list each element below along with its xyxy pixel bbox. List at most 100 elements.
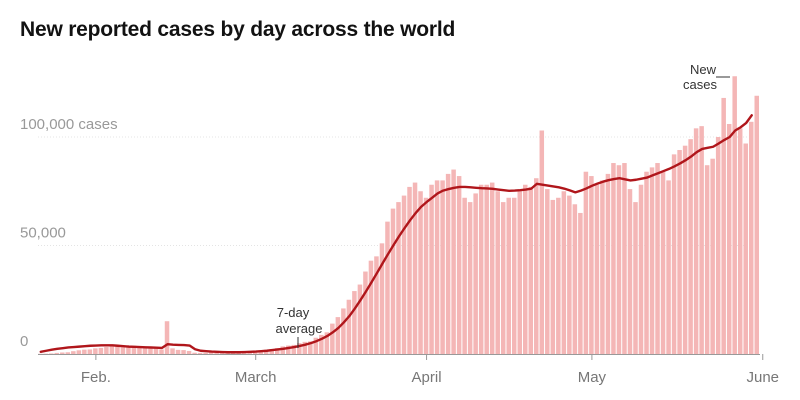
- case-bar: [572, 204, 578, 354]
- case-bar: [49, 353, 54, 354]
- case-bar: [396, 202, 401, 354]
- case-bar: [671, 154, 677, 354]
- case-bar: [208, 352, 214, 354]
- case-bar: [423, 197, 429, 354]
- case-bar: [600, 180, 605, 354]
- case-bar: [567, 195, 572, 354]
- case-bar: [412, 182, 418, 354]
- case-bar: [578, 212, 583, 354]
- case-bar: [655, 163, 660, 354]
- case-bar: [638, 184, 644, 354]
- case-bar: [605, 173, 611, 354]
- case-bar: [82, 349, 87, 354]
- case-bar: [434, 180, 440, 354]
- case-bar: [159, 349, 164, 354]
- seven-day-average-line: [39, 114, 753, 354]
- x-tick-label: June: [746, 369, 779, 386]
- case-bar: [688, 139, 693, 354]
- case-bar: [726, 123, 732, 354]
- x-tick-label: March: [235, 369, 277, 386]
- case-bar: [120, 347, 126, 354]
- case-bar: [192, 352, 197, 354]
- case-bar: [489, 182, 495, 354]
- case-bar: [330, 323, 335, 354]
- case-bar: [335, 317, 341, 354]
- case-bar: [137, 346, 142, 354]
- case-bar: [115, 345, 120, 354]
- case-bar: [186, 350, 192, 354]
- case-bar: [269, 349, 274, 354]
- average-label: average: [276, 321, 323, 336]
- case-bar: [87, 349, 93, 354]
- case-bar: [297, 343, 302, 354]
- case-bar: [274, 348, 280, 354]
- case-bar: [153, 348, 159, 354]
- case-bar: [583, 171, 589, 354]
- case-bar: [225, 353, 230, 354]
- case-bar: [445, 173, 451, 354]
- case-bar: [374, 256, 379, 354]
- case-bar: [660, 171, 666, 354]
- case-bar: [219, 352, 225, 354]
- case-bar: [649, 167, 655, 354]
- case-bar: [467, 202, 473, 354]
- case-bar: [280, 346, 286, 354]
- case-bar: [523, 184, 528, 354]
- case-bar: [170, 348, 175, 354]
- case-bar: [357, 284, 363, 354]
- case-bar: [93, 348, 98, 354]
- case-bar: [627, 189, 633, 354]
- case-bar: [484, 184, 489, 354]
- case-bar: [528, 186, 534, 354]
- case-bar: [175, 349, 181, 354]
- case-bar: [511, 197, 517, 354]
- case-bar: [390, 208, 396, 354]
- case-bar: [677, 150, 682, 354]
- case-bar: [732, 76, 737, 355]
- case-bar: [478, 184, 484, 354]
- case-bar: [104, 347, 109, 354]
- x-tick-label: May: [578, 369, 607, 386]
- case-bar: [302, 341, 308, 354]
- case-bar: [429, 184, 434, 354]
- case-bar: [418, 191, 423, 354]
- case-bar: [60, 352, 65, 354]
- case-bar: [715, 137, 721, 354]
- chart-title: New reported cases by day across the wor…: [20, 18, 456, 41]
- daily-case-bars: [38, 76, 759, 355]
- case-bar: [385, 221, 390, 354]
- case-bar: [754, 95, 759, 355]
- case-bar: [352, 291, 357, 354]
- case-bar: [197, 352, 203, 354]
- case-bar: [291, 344, 297, 354]
- case-bar: [440, 180, 445, 354]
- case-bar: [666, 180, 671, 354]
- case-bar: [54, 352, 60, 354]
- case-bar: [473, 193, 478, 354]
- case-bar: [545, 189, 550, 354]
- y-tick-label: 100,000 cases: [20, 116, 118, 133]
- case-bar: [131, 345, 137, 354]
- case-bar: [214, 352, 219, 354]
- case-bar: [743, 143, 748, 354]
- x-axis: Feb. March April May June: [38, 354, 779, 386]
- case-bar: [517, 191, 523, 354]
- case-bar: [341, 308, 346, 354]
- case-bar: [98, 347, 104, 354]
- case-bar: [203, 352, 208, 354]
- new-cases-label: cases: [683, 77, 717, 92]
- case-bar: [721, 97, 726, 354]
- y-tick-label: 0: [20, 333, 28, 350]
- case-bar: [506, 197, 511, 354]
- case-bar: [451, 169, 456, 354]
- case-bar: [324, 332, 330, 354]
- x-tick-label: April: [412, 369, 442, 386]
- case-bar: [699, 126, 704, 355]
- case-bar: [319, 334, 324, 354]
- case-bar: [363, 271, 368, 354]
- x-tick-label: Feb.: [81, 369, 111, 386]
- case-bar: [109, 345, 115, 354]
- case-bar: [76, 350, 82, 354]
